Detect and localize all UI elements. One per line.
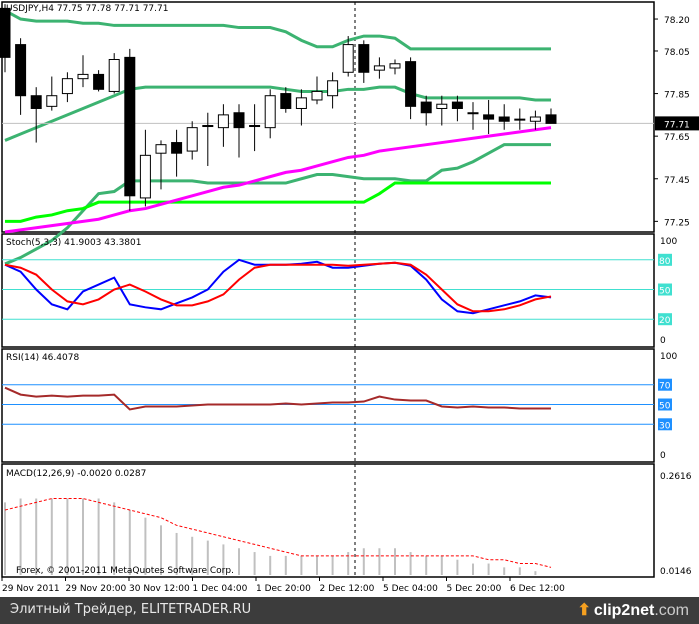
- candle-body: [436, 103, 448, 109]
- panel-frame-2: [1, 348, 655, 463]
- stoch-tick-label: 0: [660, 336, 666, 346]
- candle-body: [529, 116, 541, 122]
- support-line: [5, 181, 551, 223]
- candle-body: [373, 65, 385, 71]
- candle-body: [30, 95, 42, 109]
- candle-body: [46, 95, 58, 107]
- macd-tick-label: 0.0146: [660, 567, 692, 577]
- rsi-level-badge: [658, 378, 672, 391]
- time-label: 2 Dec 12:00: [320, 584, 375, 594]
- footer-text: Элитный Трейдер, ELITETRADER.RU: [10, 602, 252, 617]
- candle-body: [77, 73, 89, 80]
- candle-body: [498, 116, 510, 122]
- candle-body: [202, 125, 214, 128]
- watermark: Forex, © 2001-2011 MetaQuotes Software C…: [16, 566, 234, 576]
- candle-body: [467, 112, 479, 115]
- bollinger-middle-line: [4, 85, 551, 142]
- candle-body: [295, 97, 307, 109]
- candle-body: [358, 44, 370, 73]
- stoch-level-label: 20: [659, 316, 671, 326]
- chart-area[interactable]: 78.20 78.05 77.85 77.65 77.45 77.25 77.71 USDJP…: [0, 0, 699, 597]
- candle-body: [514, 118, 526, 121]
- rsi-tick-label: 100: [660, 352, 677, 362]
- stoch-title: Stoch(5,3,3) 41.9003 43.3801: [6, 238, 141, 248]
- price-tick-label: 77.85: [664, 91, 690, 101]
- footer-bar: Элитный Трейдер, ELITETRADER.RU ⬆ clip2ne…: [0, 597, 699, 624]
- candle-body: [249, 125, 261, 128]
- candle-body: [342, 44, 354, 73]
- panel-frame-3: [1, 463, 655, 578]
- time-label: 29 Nov 2011: [2, 584, 60, 594]
- time-label: 5 Dec 20:00: [447, 584, 502, 594]
- bollinger-lower-line: [4, 143, 551, 266]
- current-price-label: 77.71: [664, 120, 690, 130]
- stoch-tick-label: 100: [660, 237, 677, 247]
- stoch-main-line: [4, 258, 552, 315]
- symbol-title: USDJPY,H4 77.75 77.78 77.71 77.71: [6, 4, 168, 14]
- candle-body: [15, 44, 27, 97]
- candle-body: [483, 114, 495, 120]
- current-price-badge: [655, 116, 699, 131]
- time-label: 5 Dec 04:00: [383, 584, 438, 594]
- candle-body: [233, 112, 245, 129]
- bollinger-upper-line: [4, 9, 551, 51]
- rsi-line: [4, 386, 551, 411]
- panel-frame-0: [1, 1, 655, 233]
- stoch-level-label: 50: [659, 287, 671, 297]
- macd-title: MACD(12,26,9) -0.0020 0.0287: [6, 469, 146, 479]
- candle-body: [420, 101, 432, 114]
- rsi-level-label: 30: [659, 421, 671, 431]
- candle-body: [139, 154, 151, 199]
- macd-signal-line: [4, 498, 552, 568]
- candle-body: [405, 61, 417, 107]
- panel-frame-1: [1, 233, 655, 348]
- time-label: 30 Nov 12:00: [129, 584, 190, 594]
- stoch-level-badge: [658, 253, 672, 266]
- candle-body: [186, 127, 198, 152]
- price-tick-label: 78.20: [664, 16, 690, 26]
- moving-average-line: [4, 126, 552, 234]
- price-tick-label: 78.05: [664, 48, 690, 58]
- stoch-level-label: 80: [659, 257, 671, 267]
- candle-body: [0, 7, 11, 58]
- candle-body: [155, 144, 167, 154]
- price-tick-label: 77.25: [664, 218, 690, 228]
- candle-body: [389, 63, 401, 69]
- time-label: 1 Dec 04:00: [193, 584, 248, 594]
- candle-body: [280, 93, 292, 109]
- rsi-title: RSI(14) 46.4078: [6, 353, 79, 363]
- candle-body: [171, 142, 183, 154]
- stoch-level-badge: [658, 313, 672, 326]
- macd-tick-label: 0.2616: [660, 472, 692, 482]
- stoch-level-badge: [658, 283, 672, 296]
- candle-body: [124, 56, 136, 197]
- upload-arrow-icon: ⬆: [577, 602, 591, 619]
- price-tick-label: 77.65: [664, 133, 690, 143]
- rsi-level-label: 50: [659, 402, 671, 412]
- rsi-level-badge: [658, 418, 672, 431]
- price-tick-label: 77.45: [664, 176, 690, 186]
- candle-body: [93, 73, 105, 90]
- time-label: 29 Nov 20:00: [66, 584, 127, 594]
- time-label: 6 Dec 12:00: [510, 584, 565, 594]
- candle-body: [311, 90, 323, 101]
- candle-body: [61, 78, 73, 95]
- rsi-level-label: 70: [659, 382, 671, 392]
- clip2net-logo: ⬆ clip2net.com: [577, 602, 689, 619]
- candle-body: [264, 95, 276, 129]
- candle-body: [108, 59, 120, 92]
- candle-body: [451, 101, 463, 109]
- time-label: 1 Dec 20:00: [256, 584, 311, 594]
- candle-body: [327, 80, 339, 97]
- stoch-signal-line: [4, 261, 552, 313]
- rsi-tick-label: 0: [660, 451, 666, 461]
- candle-body: [545, 114, 557, 124]
- rsi-level-badge: [658, 398, 672, 411]
- candle-body: [217, 114, 229, 129]
